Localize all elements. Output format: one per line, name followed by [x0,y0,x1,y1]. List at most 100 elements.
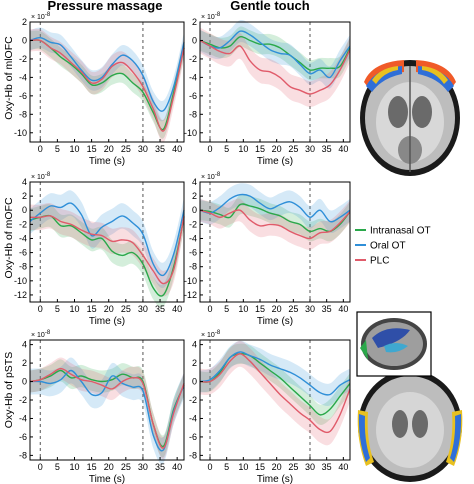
x-tick-label: 25 [121,304,131,314]
x-tick-label: 30 [138,144,148,154]
confidence-band [200,343,350,425]
y-tick-label: -10 [14,276,27,286]
panel-1: 0 5 10 15 20 25 30 35 40 -10 -8 -6 -4 -2 0 2 Time (s) × 1… [14,12,185,167]
series-line [29,215,185,285]
series-line [29,202,185,277]
x-axis-label: Time (s) [89,474,125,484]
y-scale-exponent: × 10-8 [31,330,51,339]
confidence-band [30,190,184,289]
x-tick-label: 20 [104,304,114,314]
confidence-band [30,204,184,308]
y-tick-label: 0 [22,35,27,45]
series-line [199,353,351,434]
y-tick-label: -10 [184,276,197,286]
y-scale-exponent: × 10-8 [201,12,221,21]
x-tick-label: 40 [338,144,348,154]
y-tick-label: -2 [189,219,197,229]
y-tick-label: -2 [19,219,27,229]
x-tick-label: 25 [288,144,298,154]
series-line [199,193,351,223]
y-tick-label: 4 [22,340,27,350]
x-axis-label: Time (s) [257,474,293,484]
y-tick-label: -10 [184,128,197,138]
y-tick-label: 4 [22,177,27,187]
confidence-band [200,340,350,446]
panel-6: 0 5 10 15 20 25 30 35 40 -8 -6 -4 -2 0 2 4 Time (s) × 10-… [189,330,351,484]
y-scale-exponent: × 10-8 [201,330,221,339]
x-tick-label: 30 [305,462,315,472]
y-tick-label: 4 [192,340,197,350]
x-axis-label: Time (s) [257,316,293,327]
y-tick-label: 0 [22,377,27,387]
series-line [29,36,185,112]
x-tick-label: 35 [322,144,332,154]
y-tick-label: -6 [19,91,27,101]
x-tick-label: 35 [155,144,165,154]
y-tick-label: -6 [19,248,27,258]
confidence-band [30,30,184,139]
y-tick-label: -4 [19,233,27,243]
x-tick-label: 5 [55,462,60,472]
y-tick-label: -12 [14,290,27,300]
x-tick-label: 0 [207,144,212,154]
x-tick-label: 30 [138,304,148,314]
y-tick-label: -4 [189,72,197,82]
y-tick-label: 0 [192,35,197,45]
x-tick-label: 30 [138,462,148,472]
x-tick-label: 5 [55,304,60,314]
x-axis-label: Time (s) [89,316,125,327]
y-tick-label: -8 [189,450,197,460]
series-line [199,39,351,95]
x-tick-label: 40 [172,462,182,472]
brain-image-psts [356,311,466,482]
series-line [29,214,185,297]
y-tick-label: 0 [192,205,197,215]
y-scale-exponent: × 10-8 [31,172,51,181]
confidence-band [30,359,184,458]
x-tick-label: 25 [288,462,298,472]
y-tick-label: -4 [189,413,197,423]
x-axis-label: Time (s) [89,156,125,167]
y-tick-label: 4 [192,177,197,187]
y-tick-label: 0 [192,377,197,387]
x-tick-label: 10 [69,304,79,314]
x-tick-label: 35 [155,462,165,472]
y-tick-label: -6 [19,432,27,442]
ylabel-row-1: Oxy-Hb of mlOFC [3,36,15,120]
plot-frame [29,21,185,143]
y-tick-label: -4 [19,413,27,423]
y-tick-label: -6 [189,91,197,101]
x-tick-label: 15 [255,462,265,472]
legend-label: Oral OT [370,241,406,252]
y-tick-label: -10 [14,128,27,138]
x-tick-label: 25 [121,144,131,154]
x-tick-label: 5 [224,462,229,472]
x-tick-label: 30 [305,144,315,154]
x-tick-label: 5 [224,144,229,154]
x-tick-label: 25 [121,462,131,472]
x-tick-label: 20 [272,304,282,314]
x-tick-label: 10 [238,304,248,314]
y-tick-label: 2 [192,191,197,201]
confidence-band [200,194,350,242]
brain-image-mlofc [356,56,466,178]
y-tick-label: 2 [192,17,197,27]
x-tick-label: 15 [255,304,265,314]
x-tick-label: 0 [38,462,43,472]
legend-label: PLC [370,256,389,267]
y-tick-label: 2 [22,191,27,201]
y-tick-label: -8 [19,262,27,272]
panel-2: 0 5 10 15 20 25 30 35 40 -10 -8 -6 -4 -2 0 2 Time (s) × 1… [184,12,351,167]
y-tick-label: 2 [22,17,27,27]
ylabel-row-2: Oxy-Hb of mOFC [3,197,15,279]
y-tick-label: 0 [22,205,27,215]
confidence-band [30,357,184,464]
x-tick-label: 0 [207,462,212,472]
x-tick-label: 15 [87,144,97,154]
y-tick-label: -4 [19,72,27,82]
series-line [199,351,351,396]
y-scale-exponent: × 10-8 [31,12,51,21]
x-tick-label: 20 [272,144,282,154]
x-tick-label: 35 [155,304,165,314]
ylabel-row-3: Oxy-Hb of pSTS [3,352,15,428]
